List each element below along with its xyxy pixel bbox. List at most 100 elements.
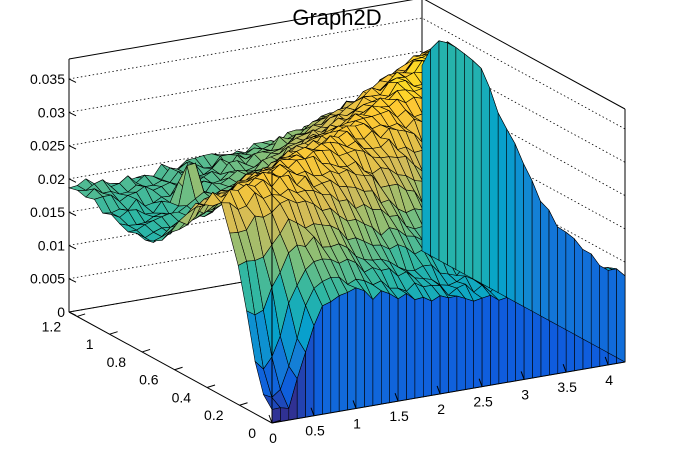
y-tick <box>109 331 118 335</box>
x-tick <box>310 407 315 416</box>
surface-side <box>438 40 448 266</box>
x-tick <box>562 363 567 373</box>
x-tick <box>604 356 609 366</box>
surface-side <box>514 143 524 308</box>
y-tick-label: 0.6 <box>139 372 159 388</box>
axis-labels: 0 0.005 0.01 0.015 0.02 0.025 0.03 0.035 0 0.5 1 1.… <box>30 59 613 446</box>
surface-side <box>531 180 541 317</box>
surface-side <box>607 268 617 358</box>
surface-side <box>364 290 374 408</box>
x-tick-label: 2.5 <box>473 394 493 410</box>
surface-side <box>380 290 391 405</box>
surface-side <box>330 295 340 414</box>
surface-side <box>498 296 508 385</box>
surface-side <box>421 48 431 257</box>
x-tick-label: 1.5 <box>389 408 409 424</box>
z-tick-label: 0.025 <box>30 138 65 154</box>
x-tick <box>478 378 483 387</box>
surface-side <box>372 290 382 406</box>
surface-side <box>406 292 416 401</box>
y-tick-label: 0.2 <box>204 407 224 423</box>
z-gridline <box>68 17 626 130</box>
x-tick-label: 2 <box>437 401 445 417</box>
x-tick <box>394 393 399 402</box>
surface-side <box>431 295 441 396</box>
z-tick-label: 0.03 <box>38 104 65 120</box>
y-tick <box>239 402 248 406</box>
surface-side <box>582 248 592 345</box>
y-tick <box>76 313 86 317</box>
z-tick <box>68 111 77 117</box>
surface-side <box>489 87 499 294</box>
y-tick-label: 0.4 <box>172 389 192 405</box>
z-tick <box>68 278 77 283</box>
y-tick <box>271 420 281 424</box>
y-tick-label: 0 <box>248 425 256 441</box>
surface-side <box>447 42 457 271</box>
back-edge <box>68 0 414 60</box>
surface-side <box>456 295 466 392</box>
z-tick <box>68 311 77 316</box>
surface-side <box>422 296 433 398</box>
surface-side <box>397 292 407 402</box>
x-tick-label: 4 <box>605 372 613 388</box>
z-tick-label: 0.005 <box>30 271 65 287</box>
z-tick-label: 0.01 <box>38 237 65 253</box>
surface-side <box>590 253 600 349</box>
x-tick <box>520 371 525 380</box>
z-tick <box>68 145 77 150</box>
surface-side <box>313 305 323 417</box>
surface-side <box>464 298 475 390</box>
surface-side <box>414 296 424 399</box>
surface-side <box>480 68 491 289</box>
surface-side <box>455 46 465 275</box>
surface-side <box>506 292 517 383</box>
z-tick <box>68 244 77 250</box>
z-tick <box>68 78 77 83</box>
y-axis-line <box>68 311 273 424</box>
z-tick <box>68 211 77 217</box>
surface-side <box>347 287 357 411</box>
x-tick-label: 0 <box>269 430 277 446</box>
y-tick-label: 0.8 <box>107 354 127 370</box>
y-tick <box>206 384 216 388</box>
surface-side <box>472 59 482 284</box>
z-gridline <box>68 84 626 196</box>
x-tick <box>268 414 273 424</box>
surface-mesh <box>67 40 626 424</box>
surface-side <box>573 237 584 340</box>
y-tick-label: 1.2 <box>42 318 62 334</box>
surface-side <box>506 127 516 303</box>
surface-side <box>338 291 348 412</box>
z-tick-label: 0.035 <box>30 71 65 87</box>
surface-side <box>497 112 507 298</box>
x-tick <box>352 400 357 409</box>
back-edge <box>424 0 626 110</box>
z-tick-label: 0.015 <box>30 204 65 220</box>
surface-side <box>448 295 458 393</box>
surface-side <box>523 163 533 312</box>
surface-side <box>322 301 332 415</box>
x-tick <box>436 385 441 395</box>
surface-side <box>556 226 567 331</box>
surface-side <box>616 268 626 363</box>
z-tick-label: 0.02 <box>38 171 65 187</box>
surface-side <box>280 407 290 422</box>
z-gridline <box>68 150 626 263</box>
surface-side <box>430 40 440 261</box>
x-tick-label: 1 <box>353 415 361 431</box>
surface-side <box>565 231 575 335</box>
surface-side <box>540 200 550 321</box>
surface-side <box>599 264 609 354</box>
x-tick-label: 3.5 <box>557 379 577 395</box>
surface-side <box>355 287 365 409</box>
surface-side <box>481 294 491 388</box>
surface-side <box>473 297 483 389</box>
surface-side <box>463 53 474 280</box>
z-tick-label: 0 <box>57 304 65 320</box>
surface-side <box>389 293 399 404</box>
z-tick <box>68 178 77 183</box>
surface-side <box>490 294 500 386</box>
surface-side <box>548 209 558 326</box>
